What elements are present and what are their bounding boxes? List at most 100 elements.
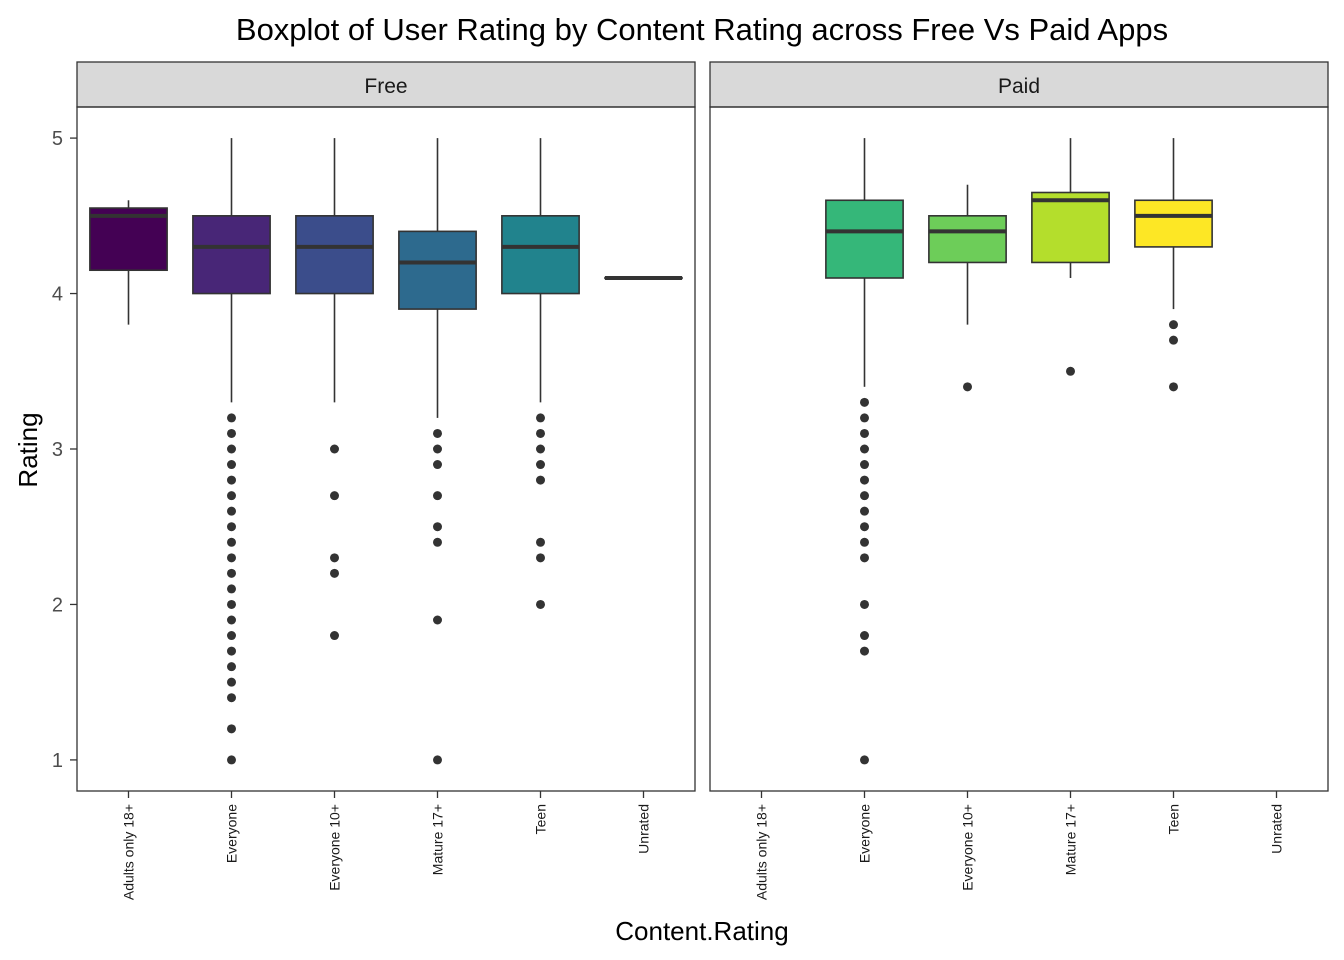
x-tick-label: Unrated: [1269, 804, 1285, 854]
y-tick-label: 3: [52, 439, 63, 461]
outlier-point: [860, 553, 869, 563]
outlier-point: [433, 428, 442, 438]
x-tick-label: Everyone: [857, 804, 873, 863]
box: [295, 215, 374, 295]
outlier-point: [227, 475, 236, 485]
y-axis-title: Rating: [13, 412, 43, 487]
outlier-point: [536, 537, 545, 547]
outlier-point: [536, 553, 545, 563]
outlier-point: [536, 599, 545, 609]
x-tick-label: Adults only 18+: [121, 804, 137, 900]
outlier-point: [227, 662, 236, 672]
outlier-point: [227, 553, 236, 563]
outlier-point: [1169, 320, 1178, 330]
box: [398, 230, 477, 310]
outlier-point: [860, 755, 869, 765]
outlier-point: [227, 724, 236, 734]
outlier-point: [860, 491, 869, 501]
y-tick-label: 5: [52, 128, 63, 150]
outlier-point: [433, 755, 442, 765]
outlier-point: [860, 460, 869, 470]
outlier-point: [536, 475, 545, 485]
outlier-point: [860, 506, 869, 516]
outlier-point: [227, 491, 236, 501]
outlier-point: [536, 444, 545, 454]
outlier-point: [227, 631, 236, 641]
paid-marks: [825, 138, 1213, 765]
outlier-point: [433, 460, 442, 470]
x-axis-title: Content.Rating: [615, 916, 788, 946]
outlier-point: [330, 444, 339, 454]
outlier-point: [536, 413, 545, 423]
outlier-point: [433, 491, 442, 501]
free-marks: [89, 138, 683, 765]
y-tick-label: 1: [52, 750, 63, 772]
y-tick-label: 2: [52, 594, 63, 616]
outlier-point: [860, 413, 869, 423]
x-tick-label: Everyone: [224, 804, 240, 863]
box: [192, 215, 271, 295]
x-tick-label: Everyone 10+: [327, 804, 343, 891]
outlier-point: [227, 506, 236, 516]
x-tick-label: Teen: [1166, 804, 1182, 834]
x-tick-label: Teen: [533, 804, 549, 834]
outlier-point: [860, 522, 869, 532]
outlier-point: [536, 460, 545, 470]
outlier-point: [227, 428, 236, 438]
outlier-point: [227, 522, 236, 532]
outlier-point: [227, 444, 236, 454]
plot-area-paid: [709, 106, 1329, 792]
outlier-point: [433, 444, 442, 454]
chart-title: Boxplot of User Rating by Content Rating…: [236, 12, 1168, 47]
plot-area-free: [76, 106, 696, 792]
x-tick-label: Everyone 10+: [960, 804, 976, 891]
box: [89, 207, 168, 272]
strip-label-free: Free: [364, 75, 407, 98]
strip-free: [76, 61, 696, 108]
outlier-point: [860, 631, 869, 641]
outlier-point: [1169, 335, 1178, 345]
box: [928, 215, 1007, 264]
outlier-point: [536, 428, 545, 438]
outlier-point: [330, 553, 339, 563]
outlier-point: [963, 382, 972, 392]
y-axis: 1 2 3 4 5: [52, 128, 77, 772]
box: [825, 199, 904, 279]
y-tick-label: 4: [52, 284, 63, 306]
outlier-point: [227, 646, 236, 656]
x-tick-label: Mature 17+: [430, 804, 446, 875]
outlier-point: [860, 599, 869, 609]
outlier-point: [1066, 366, 1075, 376]
x-axis-paid: Adults only 18+ Everyone Everyone 10+ Matur…: [754, 791, 1285, 900]
outlier-point: [1169, 382, 1178, 392]
strip-label-paid: Paid: [998, 75, 1040, 98]
x-axis-free: Adults only 18+ Everyone Everyone 10+ Matur…: [121, 791, 652, 900]
outlier-point: [330, 568, 339, 578]
outlier-point: [227, 584, 236, 594]
outlier-point: [860, 428, 869, 438]
outlier-point: [227, 460, 236, 470]
outlier-point: [330, 491, 339, 501]
outlier-point: [227, 568, 236, 578]
panel-paid: Paid: [709, 61, 1329, 792]
x-tick-label: Adults only 18+: [754, 804, 770, 900]
x-tick-label: Unrated: [636, 804, 652, 854]
outlier-point: [433, 522, 442, 532]
outlier-point: [227, 599, 236, 609]
outlier-point: [227, 413, 236, 423]
x-tick-label: Mature 17+: [1063, 804, 1079, 875]
box: [1031, 191, 1110, 264]
outlier-point: [227, 677, 236, 687]
outlier-point: [860, 475, 869, 485]
outlier-point: [227, 693, 236, 703]
outlier-point: [860, 397, 869, 407]
box: [501, 215, 580, 295]
outlier-point: [433, 615, 442, 625]
box: [1134, 199, 1213, 248]
outlier-point: [860, 444, 869, 454]
outlier-point: [227, 615, 236, 625]
outlier-point: [227, 755, 236, 765]
outlier-point: [227, 537, 236, 547]
panel-free: Free: [76, 61, 696, 792]
